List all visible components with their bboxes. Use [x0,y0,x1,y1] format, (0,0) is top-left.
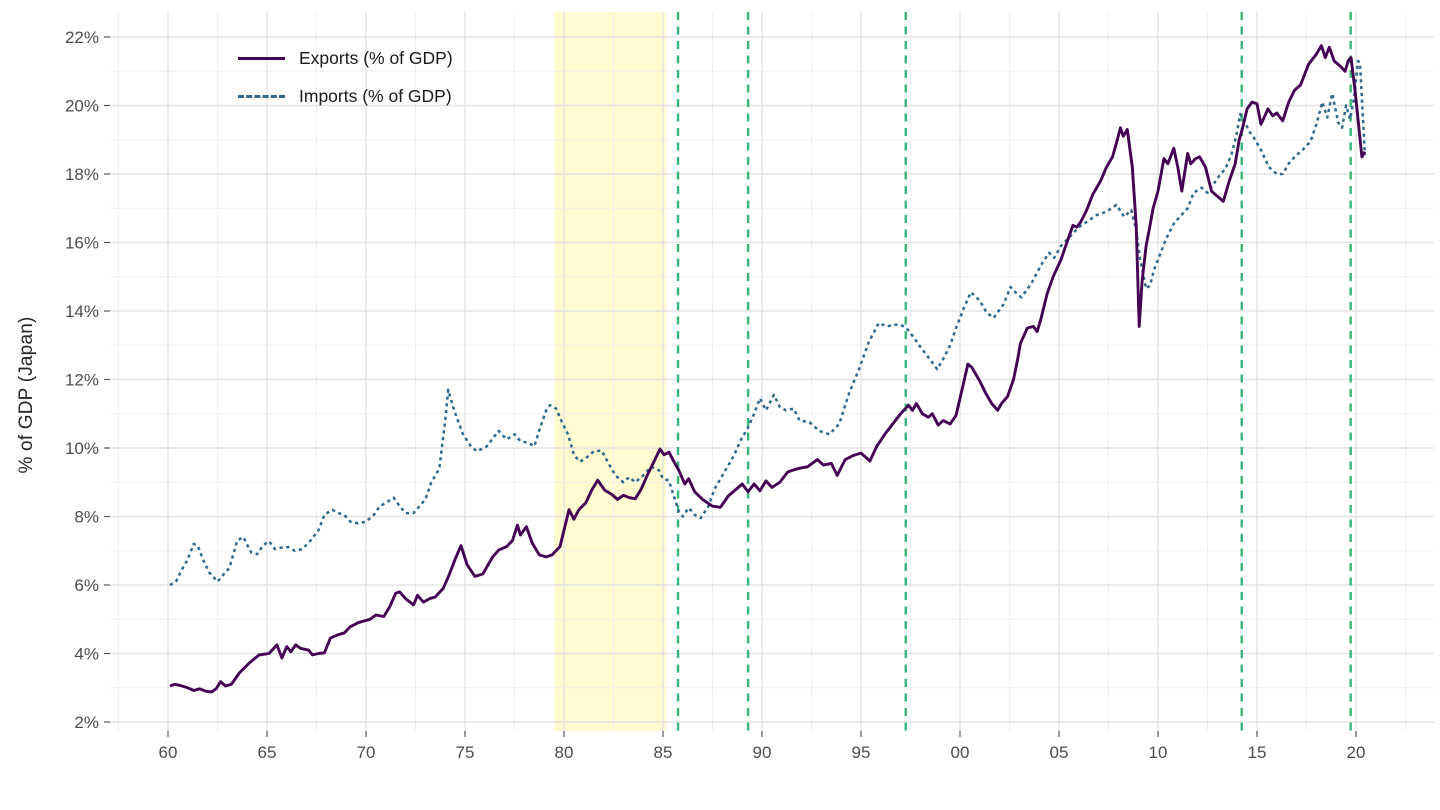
x-axis-tick-label: 75 [456,743,475,762]
x-axis-tick-label: 00 [951,743,970,762]
legend-label-exports: Exports (% of GDP) [299,48,453,68]
legend: Exports (% of GDP) Imports (% of GDP) [238,48,453,107]
x-axis-tick-label: 65 [258,743,277,762]
exports-line [169,44,1367,694]
y-axis-tick-label: 4% [74,645,99,664]
x-axis-tick-label: 10 [1149,743,1168,762]
x-axis-tick-label: 80 [555,743,574,762]
y-axis-tick-label: 16% [65,234,99,253]
y-axis-tick-label: 12% [65,371,99,390]
x-axis-tick-label: 15 [1248,743,1267,762]
y-axis-tick-label: 6% [74,576,99,595]
legend-item-exports: Exports (% of GDP) [238,48,453,69]
x-axis-tick-label: 90 [753,743,772,762]
y-axis-tick-label: 8% [74,508,99,527]
y-axis-tick-label: 14% [65,302,99,321]
x-axis-tick-label: 85 [654,743,673,762]
highlight-band [554,12,666,731]
x-axis-tick-label: 95 [852,743,871,762]
x-axis-tick-label: 05 [1050,743,1069,762]
imports-line [169,59,1367,587]
y-axis-title: % of GDP (Japan) [16,316,37,474]
x-axis-tick-label: 20 [1347,743,1366,762]
legend-label-imports: Imports (% of GDP) [299,86,452,106]
y-axis-tick-label: 2% [74,713,99,732]
x-axis-tick-label: 60 [159,743,178,762]
y-axis-tick-label: 18% [65,165,99,184]
y-axis-tick-label: 10% [65,439,99,458]
legend-item-imports: Imports (% of GDP) [238,86,453,107]
y-axis-tick-label: 22% [65,28,99,47]
imports-line-swatch-icon [238,95,285,98]
y-axis-tick-label: 20% [65,97,99,116]
exports-line-swatch-icon [238,57,285,60]
x-axis-tick-label: 70 [357,743,376,762]
